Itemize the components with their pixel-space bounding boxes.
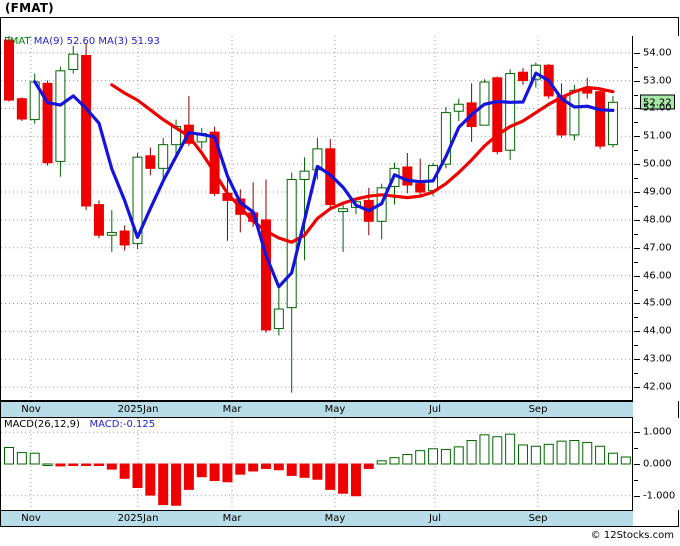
price-minor-tick <box>634 373 638 375</box>
legend-ma9-value: 52.60 <box>66 36 96 47</box>
macd-tick-label: 1.000 <box>643 426 672 438</box>
macd-minor-tick <box>634 479 638 481</box>
price-tick-label: 50.00 <box>643 158 672 170</box>
date-tick-label: 2025Jan <box>117 513 159 524</box>
chart-frame: FMAT MA(9) 52.60 MA(3) 51.93 52.22 54.00… <box>0 17 680 527</box>
date-axis-price: Nov 2025Jan Mar May Jul Sep <box>1 401 633 418</box>
legend-ticker: FMAT <box>4 36 31 47</box>
price-minor-tick <box>634 122 638 124</box>
price-tick <box>634 108 640 110</box>
date-tick-label: Sep <box>528 404 548 415</box>
macd-tick <box>634 495 640 497</box>
macd-plot <box>1 418 632 510</box>
last-price-tag: 52.22 <box>640 94 675 110</box>
date-tick-label: Jul <box>428 513 442 524</box>
price-tick <box>634 303 640 305</box>
price-tick-label: 42.00 <box>643 381 672 393</box>
date-tick-label: Nov <box>21 513 41 524</box>
price-tick <box>634 164 640 166</box>
price-chart-panel[interactable] <box>1 36 633 401</box>
legend-ma3-label: MA(3) <box>98 36 129 47</box>
price-tick <box>634 52 640 54</box>
price-tick-label: 46.00 <box>643 270 672 282</box>
date-tick-label: Nov <box>21 404 41 415</box>
price-tick-label: 52.00 <box>643 102 672 114</box>
price-minor-tick <box>634 205 638 207</box>
price-tick <box>634 387 640 389</box>
price-minor-tick <box>634 233 638 235</box>
date-tick-label: Sep <box>528 513 548 524</box>
date-axis-macd: Nov 2025Jan Mar May Jul Sep <box>1 510 633 527</box>
price-tick-label: 49.00 <box>643 186 672 198</box>
price-tick <box>634 247 640 249</box>
price-tick <box>634 136 640 138</box>
price-tick <box>634 80 640 82</box>
date-tick-label: 2025Jan <box>117 404 159 415</box>
footer: © 12Stocks.com <box>0 528 680 546</box>
date-tick-label: Jul <box>428 404 442 415</box>
price-plot <box>1 36 632 400</box>
date-tick-label: Mar <box>222 513 242 524</box>
price-tick-label: 51.00 <box>643 130 672 142</box>
price-minor-tick <box>634 317 638 319</box>
legend-ma3-value: 51.93 <box>131 36 160 47</box>
macd-legend-value: MACD:-0.125 <box>89 419 156 430</box>
price-tick <box>634 275 640 277</box>
price-tick-label: 45.00 <box>643 297 672 309</box>
macd-axis: 1.000 0.000 -1.000 <box>634 418 680 510</box>
macd-minor-tick <box>634 448 638 450</box>
date-tick-label: May <box>324 404 346 415</box>
price-axis: 52.22 54.00 53.00 52.00 51.00 50.00 49.00 48.0… <box>634 36 680 401</box>
price-minor-tick <box>634 178 638 180</box>
price-minor-tick <box>634 289 638 291</box>
legend-ma9-label: MA(9) <box>33 36 64 47</box>
price-tick <box>634 331 640 333</box>
macd-legend-name: MACD(26,12,9) <box>4 419 80 430</box>
price-legend: FMAT MA(9) 52.60 MA(3) 51.93 <box>4 36 160 47</box>
price-minor-tick <box>634 66 638 68</box>
window-titlebar: (FMAT) <box>0 0 680 17</box>
page-title: (FMAT) <box>5 1 54 15</box>
macd-tick <box>634 464 640 465</box>
price-tick <box>634 359 640 361</box>
price-minor-tick <box>634 150 638 152</box>
copyright-label: © 12Stocks.com <box>590 530 674 541</box>
macd-tick <box>634 432 640 434</box>
date-tick-label: Mar <box>222 404 242 415</box>
macd-tick-label: -1.000 <box>643 490 676 502</box>
macd-chart-panel[interactable] <box>1 418 633 510</box>
price-minor-tick <box>634 261 638 263</box>
price-tick <box>634 219 640 221</box>
price-tick-label: 53.00 <box>643 75 672 87</box>
macd-legend: MACD(26,12,9) MACD:-0.125 <box>4 419 155 430</box>
price-tick-label: 44.00 <box>643 325 672 337</box>
price-tick <box>634 192 640 194</box>
price-minor-tick <box>634 345 638 347</box>
price-tick-label: 47.00 <box>643 242 672 254</box>
price-tick-label: 54.00 <box>643 47 672 59</box>
price-tick-label: 48.00 <box>643 214 672 226</box>
price-minor-tick <box>634 94 638 96</box>
date-tick-label: May <box>324 513 346 524</box>
macd-tick-label: 0.000 <box>643 458 672 470</box>
price-tick-label: 43.00 <box>643 353 672 365</box>
